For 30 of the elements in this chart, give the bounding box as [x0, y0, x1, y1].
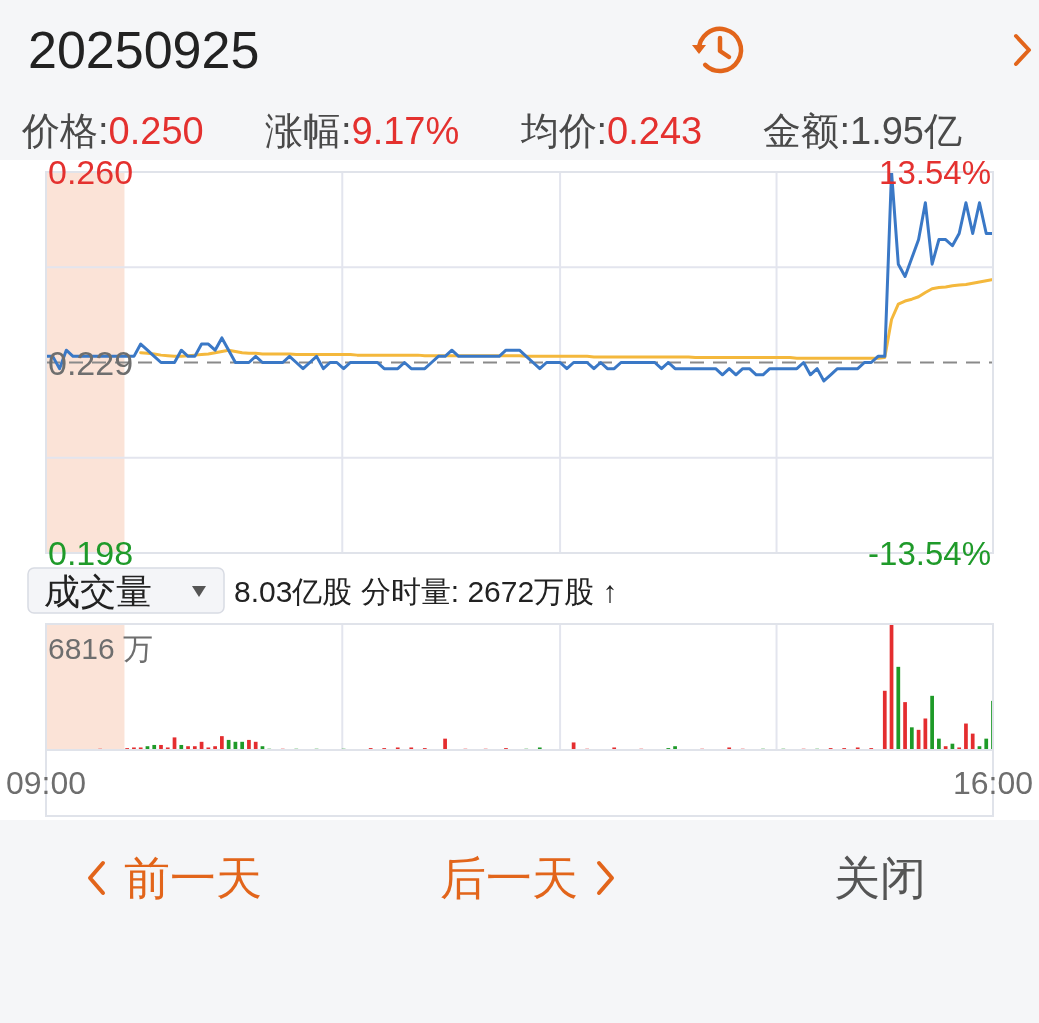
y2-tick-label: -13.54%: [868, 534, 991, 572]
bar: [896, 666, 901, 750]
y-tick-label: 0.260: [48, 153, 134, 191]
text: 涨幅:9.17%: [264, 110, 460, 152]
chart-title: 成交量: [44, 570, 152, 612]
x-tick-label: 09:00: [5, 765, 87, 801]
chart-title: 20250925: [28, 21, 260, 79]
text: 价格:0.250: [21, 110, 204, 152]
text: 关闭: [834, 852, 926, 904]
text: 后一天: [440, 852, 578, 904]
bar: [247, 739, 251, 750]
bar: [903, 702, 907, 750]
bar: [923, 718, 928, 750]
y-tick-label: 0.198: [48, 534, 134, 572]
text: 金额:1.95亿: [763, 110, 962, 152]
bar: [909, 727, 914, 750]
annotation: 6816 万: [48, 631, 154, 665]
bar: [984, 738, 989, 750]
bar: [220, 736, 224, 750]
chart-subtitle: 8.03亿股 分时量: 2672万股 ↑: [234, 574, 618, 608]
bar: [964, 723, 968, 750]
bar: [443, 738, 447, 750]
bar: [937, 738, 941, 750]
text: 前一天: [124, 852, 262, 904]
bar: [930, 695, 934, 750]
bar: [970, 733, 975, 750]
x-tick-label: 16:00: [952, 765, 1034, 801]
y2-tick-label: 13.54%: [879, 153, 991, 191]
text: 均价:0.243: [519, 110, 703, 152]
bar: [882, 690, 887, 750]
